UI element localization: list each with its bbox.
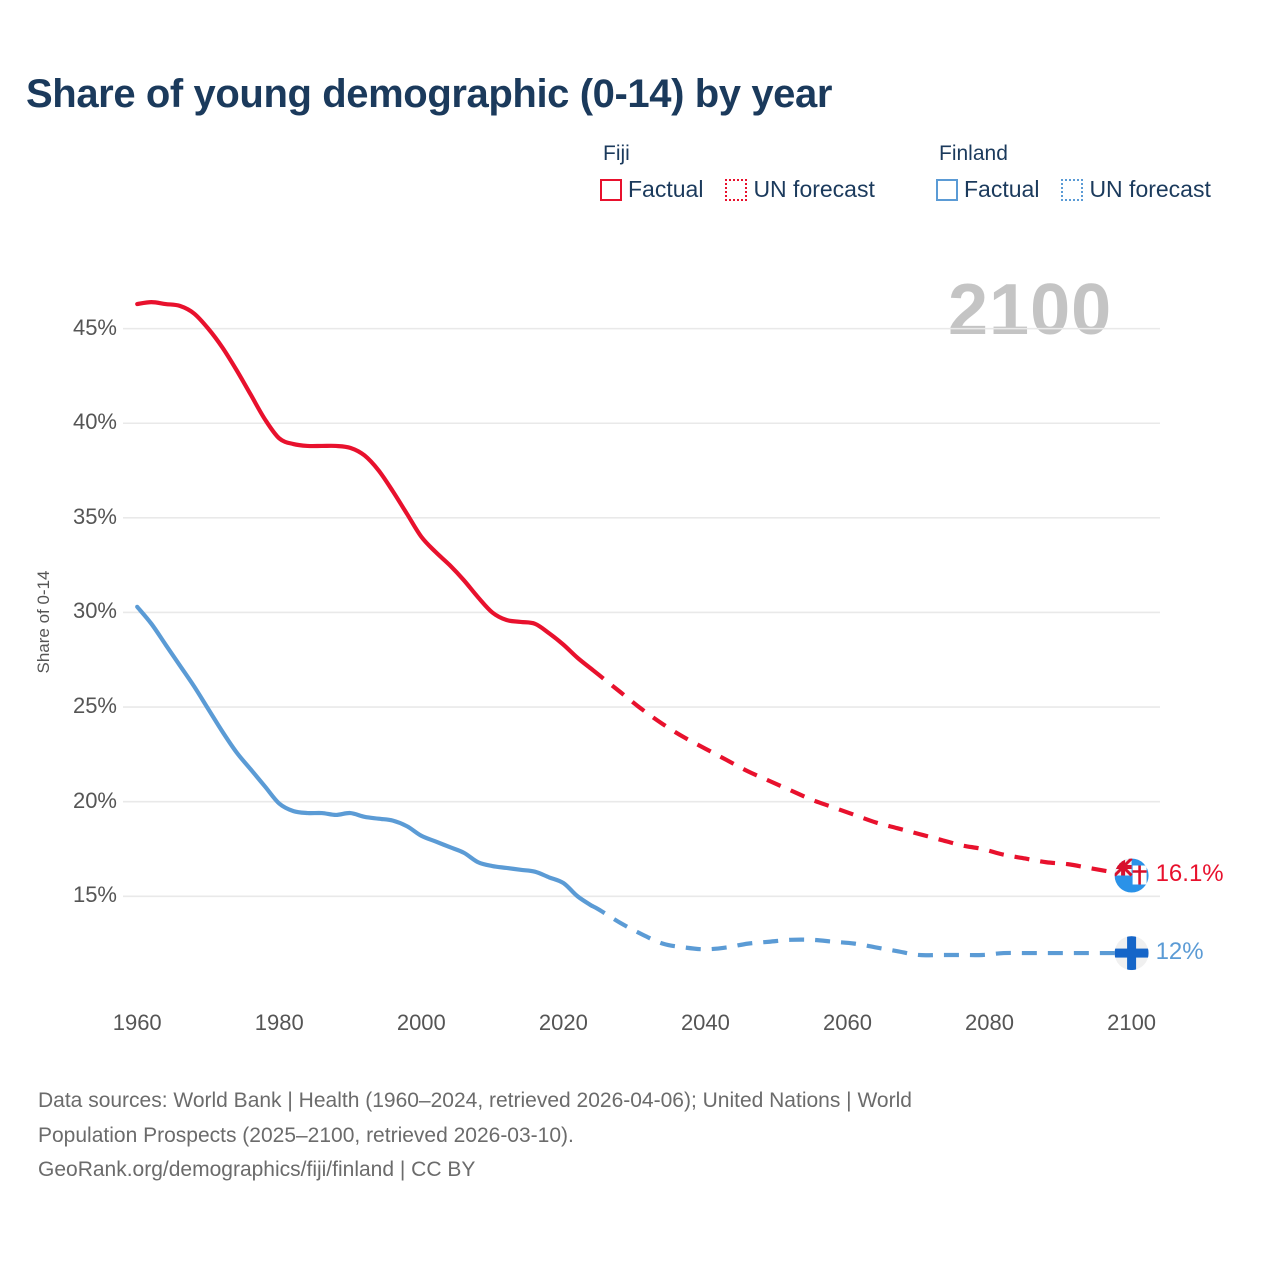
footer-sources: Data sources: World Bank | Health (1960–… [38,1085,1218,1187]
x-axis-tick-label: 2000 [396,1010,446,1035]
legend-country-finland: Finland [939,142,1008,165]
legend-item-fiji-forecast[interactable]: UN forecast [725,176,875,203]
y-axis-title: Share of 0-14 [34,570,53,674]
year-watermark: 2100 [948,270,1113,350]
dotted-line-swatch-icon [1061,178,1084,201]
legend-row-finland: Factual UN forecast [936,176,1276,203]
series-line-forecast-finland [590,903,1132,958]
footer-line-3[interactable]: GeoRank.org/demographics/fiji/finland | … [38,1158,476,1182]
x-axis-tick-label: 2080 [965,1010,1014,1035]
y-axis-tick-label: 45% [72,314,117,340]
end-value-label-fiji: 16.1% [1155,860,1224,888]
y-axis-tick-label: 25% [72,693,117,719]
end-value-label-finland: 12% [1155,938,1204,966]
footer-line-1: Data sources: World Bank | Health (1960–… [38,1089,912,1112]
page-title: Share of young demographic (0-14) by yea… [26,72,833,116]
y-axis-tick-label: 20% [72,787,117,813]
solid-line-swatch-icon [936,178,958,201]
legend-label-fiji-factual: Factual [628,176,704,202]
y-axis-tick-label: 15% [72,882,117,908]
x-axis-tick-label: 2040 [680,1010,730,1035]
legend-label-finland-forecast: UN forecast [1089,176,1211,202]
series-line-factual-finland [135,604,594,908]
legend-item-finland-forecast[interactable]: UN forecast [1061,176,1211,203]
legend-group-finland: Finland Factual UN forecast [936,142,1276,203]
legend-group-fiji: Fiji Factual UN forecast [600,142,936,203]
legend-item-fiji-factual[interactable]: Factual [600,176,703,203]
fiji-flag-icon [1114,858,1149,893]
series-line-forecast-fiji [590,667,1132,878]
dotted-line-swatch-icon [725,178,748,201]
legend-label-fiji-forecast: UN forecast [753,176,875,202]
y-axis-tick-label: 35% [72,503,117,529]
series-line-factual-fiji [135,300,594,672]
y-axis-tick-label: 40% [72,409,117,435]
x-axis-tick-label: 2020 [538,1010,588,1035]
x-axis-tick-label: 2060 [822,1010,872,1035]
x-axis-tick-label: 1960 [112,1010,162,1035]
footer-line-2: Population Prospects (2025–2100, retriev… [38,1123,574,1147]
legend-item-finland-factual[interactable]: Factual [936,176,1039,203]
y-axis-tick-label: 30% [72,598,117,624]
x-axis-tick-label: 2100 [1107,1010,1157,1035]
legend-row-fiji: Factual UN forecast [600,176,936,203]
x-axis-tick-label: 1980 [254,1010,304,1035]
legend-label-finland-factual: Factual [964,176,1040,202]
solid-line-swatch-icon [600,178,622,201]
finland-flag-icon [1114,936,1149,971]
legend-country-fiji: Fiji [603,142,630,165]
chart-legend: Fiji Factual UN forecast Finland Factual [600,142,1276,203]
